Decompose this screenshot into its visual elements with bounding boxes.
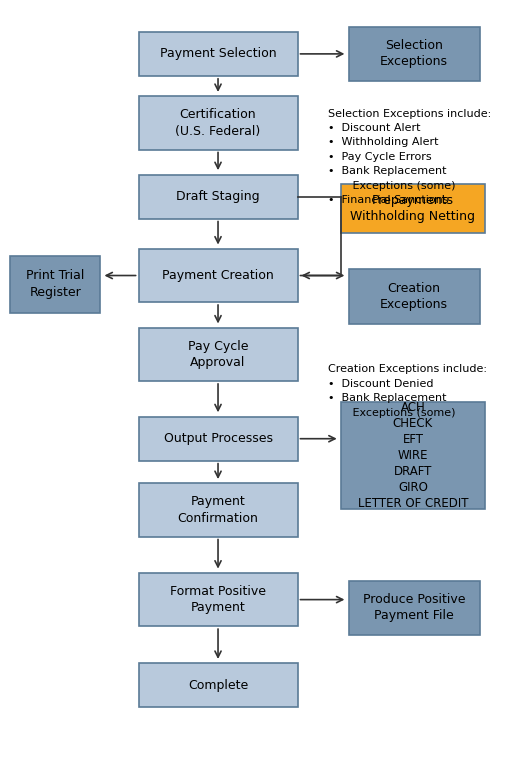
Text: ACH
CHECK
EFT
WIRE
DRAFT
GIRO
LETTER OF CREDIT: ACH CHECK EFT WIRE DRAFT GIRO LETTER OF … bbox=[358, 401, 468, 510]
Text: Output Processes: Output Processes bbox=[164, 432, 272, 446]
Text: Prepayments
Withholding Netting: Prepayments Withholding Netting bbox=[350, 194, 476, 223]
Text: Pay Cycle
Approval: Pay Cycle Approval bbox=[188, 340, 248, 369]
Text: Creation Exceptions include:
•  Discount Denied
•  Bank Replacement
       Excep: Creation Exceptions include: • Discount … bbox=[328, 364, 487, 417]
Text: Creation
Exceptions: Creation Exceptions bbox=[380, 282, 448, 311]
FancyBboxPatch shape bbox=[10, 256, 100, 313]
FancyBboxPatch shape bbox=[139, 663, 298, 707]
Text: Selection Exceptions include:
•  Discount Alert
•  Withholding Alert
•  Pay Cycl: Selection Exceptions include: • Discount… bbox=[328, 109, 491, 205]
FancyBboxPatch shape bbox=[349, 269, 480, 324]
Text: Selection
Exceptions: Selection Exceptions bbox=[380, 39, 448, 68]
FancyBboxPatch shape bbox=[139, 573, 298, 626]
Text: Format Positive
Payment: Format Positive Payment bbox=[170, 585, 266, 614]
FancyBboxPatch shape bbox=[139, 175, 298, 219]
Text: Produce Positive
Payment File: Produce Positive Payment File bbox=[363, 594, 465, 622]
FancyBboxPatch shape bbox=[349, 581, 480, 635]
FancyBboxPatch shape bbox=[349, 27, 480, 81]
Text: Complete: Complete bbox=[188, 679, 248, 692]
FancyBboxPatch shape bbox=[139, 417, 298, 461]
FancyBboxPatch shape bbox=[139, 328, 298, 381]
FancyBboxPatch shape bbox=[341, 184, 485, 233]
Text: Draft Staging: Draft Staging bbox=[176, 190, 260, 203]
Text: Certification
(U.S. Federal): Certification (U.S. Federal) bbox=[175, 109, 261, 137]
Text: Payment
Confirmation: Payment Confirmation bbox=[177, 496, 259, 524]
FancyBboxPatch shape bbox=[139, 32, 298, 76]
FancyBboxPatch shape bbox=[139, 249, 298, 302]
FancyBboxPatch shape bbox=[341, 402, 485, 509]
Text: Payment Creation: Payment Creation bbox=[162, 269, 274, 282]
Text: Print Trial
Register: Print Trial Register bbox=[26, 269, 84, 299]
FancyBboxPatch shape bbox=[139, 96, 298, 150]
FancyBboxPatch shape bbox=[139, 483, 298, 537]
Text: Payment Selection: Payment Selection bbox=[160, 47, 277, 61]
